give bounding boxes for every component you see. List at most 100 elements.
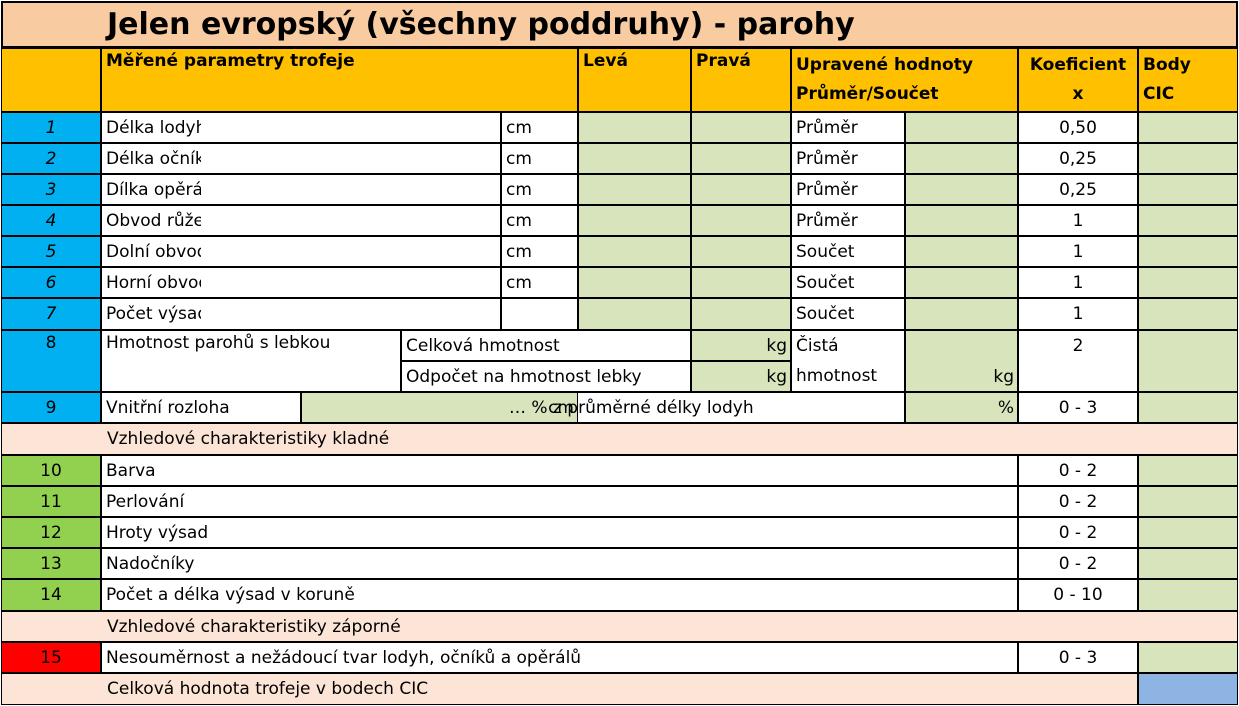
header-adjusted: Upravené hodnoty Průměr/Součet: [791, 48, 1018, 112]
row-unit: cm: [501, 267, 578, 298]
left-value-input[interactable]: [578, 112, 691, 143]
row-number: 7: [1, 298, 101, 330]
points-input[interactable]: [1138, 205, 1238, 236]
row-unit: cm: [501, 205, 578, 236]
right-value-input[interactable]: [691, 298, 791, 330]
adjusted-value-input[interactable]: [905, 174, 1018, 205]
row-coefficient: 0 - 10: [1018, 579, 1138, 611]
points-input[interactable]: [1138, 642, 1238, 673]
row-label-spacer: [401, 174, 501, 205]
left-value-input[interactable]: [578, 236, 691, 267]
points-input[interactable]: [1138, 174, 1238, 205]
row-label-spacer: [301, 236, 401, 267]
right-value-input[interactable]: [691, 267, 791, 298]
points-input[interactable]: [1138, 330, 1238, 392]
row-unit: cm: [501, 112, 578, 143]
header-coefficient-line-2: x: [1072, 84, 1084, 104]
row-number: 14: [1, 579, 101, 611]
row-label: Nesouměrnost a nežádoucí tvar lodyh, očn…: [101, 642, 1018, 673]
adjusted-value-input[interactable]: [905, 267, 1018, 298]
spread-percent-label: … % z průměrné délky lodyh: [505, 392, 905, 423]
right-value-input[interactable]: [691, 143, 791, 174]
row-label-spacer: [301, 174, 401, 205]
row-coefficient: 0,25: [1018, 143, 1138, 174]
row-label: Perlování: [101, 486, 1018, 517]
adjusted-value-input[interactable]: [905, 236, 1018, 267]
adjusted-value-input[interactable]: [905, 205, 1018, 236]
points-input[interactable]: [1138, 112, 1238, 143]
header-adjusted-line-1: Upravené hodnoty: [796, 55, 973, 75]
points-input[interactable]: [1138, 486, 1238, 517]
header-coefficient: Koeficient x: [1018, 48, 1138, 112]
points-input[interactable]: [1138, 517, 1238, 548]
right-value-input[interactable]: [691, 112, 791, 143]
row-label: Dolní obvod lodyhy: [101, 236, 201, 267]
row-label: Dílka opěráku: [101, 174, 201, 205]
row-mode: Součet: [791, 267, 905, 298]
row-label: Délka očníku: [101, 143, 201, 174]
points-input[interactable]: [1138, 455, 1238, 486]
row-label: Horní obvod lodyhy: [101, 267, 201, 298]
left-value-input[interactable]: [578, 267, 691, 298]
left-value-input[interactable]: [578, 143, 691, 174]
row-label-spacer: [401, 236, 501, 267]
header-coefficient-line-1: Koeficient: [1029, 55, 1127, 75]
row-number: 11: [1, 486, 101, 517]
row-coefficient: 0 - 2: [1018, 517, 1138, 548]
points-input[interactable]: [1138, 579, 1238, 611]
row-label-spacer: [201, 174, 301, 205]
row-label-spacer: [301, 205, 401, 236]
points-input[interactable]: [1138, 236, 1238, 267]
adjusted-value-input[interactable]: [905, 298, 1018, 330]
row-coefficient: 0,25: [1018, 174, 1138, 205]
row-number: 2: [1, 143, 101, 174]
header-num: [1, 48, 101, 112]
right-value-input[interactable]: [691, 174, 791, 205]
row-label-spacer: [201, 267, 301, 298]
row-label: Nadočníky: [101, 548, 1018, 579]
row-coefficient: 0 - 2: [1018, 548, 1138, 579]
left-value-input[interactable]: [578, 298, 691, 330]
net-weight-input[interactable]: kg: [905, 330, 1018, 392]
row-mode: Součet: [791, 236, 905, 267]
row-coefficient: 0 - 2: [1018, 486, 1138, 517]
row-mode: Průměr: [791, 205, 905, 236]
total-points-output[interactable]: [1138, 673, 1238, 705]
row-unit: cm: [501, 236, 578, 267]
adjusted-value-input[interactable]: [905, 112, 1018, 143]
points-input[interactable]: [1138, 548, 1238, 579]
left-value-input[interactable]: [578, 205, 691, 236]
points-input[interactable]: [1138, 143, 1238, 174]
row-coefficient: 0 - 3: [1018, 392, 1138, 423]
row-label-spacer: [401, 267, 501, 298]
points-input[interactable]: [1138, 298, 1238, 330]
points-input[interactable]: [1138, 392, 1238, 423]
spread-label: Vnitřní rozloha: [101, 392, 301, 423]
spread-input[interactable]: cm: [301, 392, 578, 423]
right-value-input[interactable]: [691, 236, 791, 267]
skull-deduction-input[interactable]: kg: [691, 361, 791, 392]
header-right: Pravá: [691, 48, 791, 112]
header-points-line-2: CIC: [1143, 84, 1175, 104]
row-label-spacer: [201, 298, 301, 330]
row-coefficient: 0 - 2: [1018, 455, 1138, 486]
row-label-spacer: [201, 112, 301, 143]
skull-deduction-label: Odpočet na hmotnost lebky: [401, 361, 691, 392]
row-number: 5: [1, 236, 101, 267]
right-value-input[interactable]: [691, 205, 791, 236]
total-weight-input[interactable]: kg: [691, 330, 791, 361]
header-parameters: Měřené parametry trofeje: [101, 48, 578, 112]
row-coefficient: 1: [1018, 298, 1138, 330]
points-input[interactable]: [1138, 267, 1238, 298]
net-weight-label-1: Čistá: [791, 330, 905, 361]
row-number: 12: [1, 517, 101, 548]
left-value-input[interactable]: [578, 174, 691, 205]
spread-percent-input[interactable]: %: [905, 392, 1018, 423]
adjusted-value-input[interactable]: [905, 143, 1018, 174]
row-label: Délka lodyhy: [101, 112, 201, 143]
row-label-spacer: [401, 298, 501, 330]
section-positive-title: Vzhledové charakteristiky kladné: [1, 423, 1238, 455]
row-mode: Průměr: [791, 143, 905, 174]
row-coefficient: 1: [1018, 236, 1138, 267]
